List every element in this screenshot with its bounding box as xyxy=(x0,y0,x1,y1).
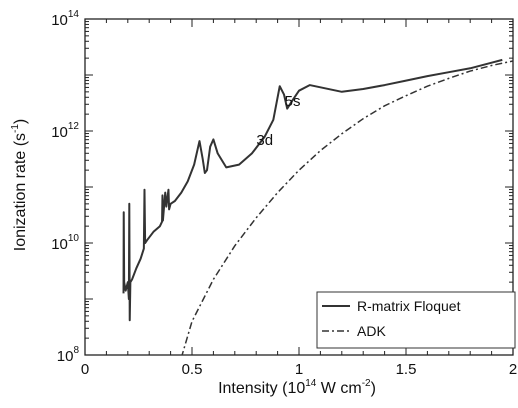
y-tick-label: 1012 xyxy=(51,121,79,141)
series-line-adk xyxy=(181,60,513,355)
x-tick-label: 0.5 xyxy=(182,361,203,378)
y-tick-label: 1014 xyxy=(51,9,79,29)
y-axis-ticks: 108 1010 1012 1014 xyxy=(51,9,513,365)
legend-box xyxy=(316,291,516,349)
x-tick-label: 1 xyxy=(295,361,303,378)
annotations: 3d 5s xyxy=(256,93,300,149)
x-tick-label: 0 xyxy=(81,361,89,378)
y-tick-label: 108 xyxy=(57,345,80,365)
legend: R-matrix Floquet ADK xyxy=(316,291,516,349)
series-line-rmatrix-floquet xyxy=(122,58,503,322)
x-axis-ticks: 0 0.5 1 1.5 2 xyxy=(81,19,517,378)
series-layer xyxy=(122,58,513,355)
y-tick-label: 1010 xyxy=(51,233,79,253)
legend-label-adk: ADK xyxy=(357,323,386,339)
annotation-label: 5s xyxy=(285,93,301,110)
x-tick-label: 1.5 xyxy=(396,361,417,378)
annotation-label: 3d xyxy=(256,132,273,149)
x-axis-label: Intensity (1014 W cm-2) xyxy=(218,378,376,397)
y-axis-label: Ionization rate (s-1) xyxy=(10,119,29,252)
legend-label-rmatrix: R-matrix Floquet xyxy=(357,298,461,314)
x-tick-label: 2 xyxy=(509,361,517,378)
